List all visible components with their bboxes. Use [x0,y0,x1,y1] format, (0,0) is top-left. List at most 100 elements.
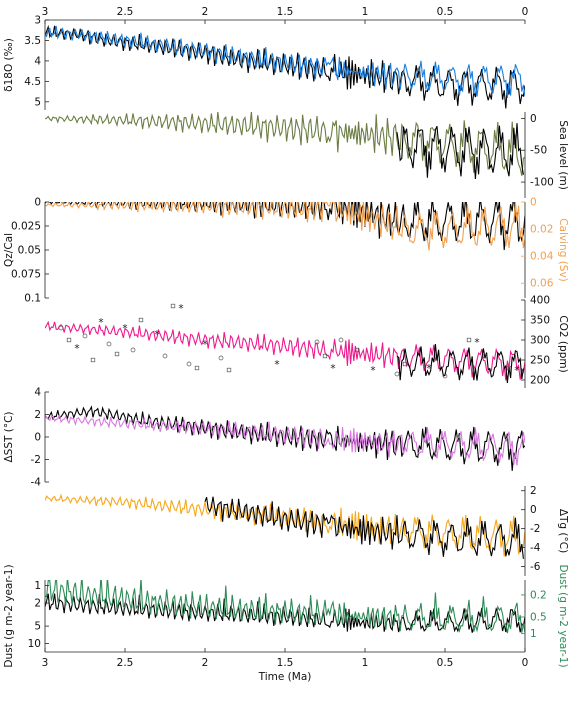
co2-marker: * [370,365,375,377]
x-tick-label: 2.5 [117,657,134,669]
co2-marker [106,341,112,347]
qzcal-ylabel-right: Calving (Sv) [557,218,569,282]
sst-y-tick-label: -2 [31,454,41,466]
co2-marker: * [74,343,79,355]
co2-marker [482,353,488,359]
sst-ylabel: ΔSST (°C) [3,411,15,462]
qzcal-series-black [45,202,525,251]
d18o-ylabel: δ18O (‰) [3,38,15,92]
tg-y-tick-label: 0 [530,504,537,516]
x-tick-label: 2 [202,657,209,669]
co2-marker: * [122,323,127,335]
dust-y-tick-label: 10 [28,638,41,650]
tg-y-tick-label: -6 [530,561,541,573]
co2-series-black [396,343,524,383]
co2-marker: * [154,329,159,341]
sst-series-black [45,405,525,471]
co2-marker [354,347,360,353]
qzcal-y2-tick-label: 0.02 [530,224,553,236]
co2-marker [162,353,168,359]
qzcal-y2-tick-label: 0 [530,197,537,209]
d18o-y-tick-label: 5 [34,96,41,108]
x-tick-label: 1 [362,657,369,669]
co2-y-tick-label: 400 [530,295,550,307]
co2-y-tick-label: 200 [530,375,550,387]
x-tick-label: 0 [522,6,529,18]
co2-y-tick-label: 250 [530,355,550,367]
co2-marker [218,355,224,361]
sealevel-y-tick-label: -100 [530,177,554,189]
d18o-series-blue [45,25,525,98]
x-tick-label: 1 [362,6,369,18]
co2-marker [194,365,200,371]
qzcal-series-orange [45,202,525,251]
co2-marker [394,371,400,377]
sealevel-y-tick-label: 0 [530,113,537,125]
co2-y-tick-label: 300 [530,335,550,347]
d18o-y-tick-label: 3.5 [24,35,41,47]
co2-marker [90,357,96,363]
dust-ylabel: Dust (g m-2 year-1) [3,564,15,667]
qzcal-y2-tick-label: 0.04 [530,251,554,263]
co2-marker [506,365,512,371]
qzcal-y-tick-label: 0.1 [24,293,41,305]
d18o-y-tick-label: 4 [34,55,41,67]
sealevel-y-tick-label: -50 [530,145,547,157]
co2-marker [130,347,136,353]
x-tick-label: 1.5 [277,657,294,669]
co2-marker [58,325,64,331]
co2-y-tick-label: 350 [530,315,550,327]
co2-marker [322,353,328,359]
co2-marker [66,337,72,343]
co2-marker: * [178,303,183,315]
dust-y-tick-label: 2 [34,598,41,610]
co2-marker: * [98,317,103,329]
co2-ylabel-right: CO2 (ppm) [557,315,569,372]
co2-marker [466,337,472,343]
sst-y-tick-label: 4 [34,387,41,399]
dust-y-tick-label: 5 [34,621,41,633]
co2-marker [138,317,144,323]
co2-marker: * [202,339,207,351]
dust-ylabel-right: Dust (g m-2 year-1) [557,564,569,667]
dust-series-green [45,580,525,634]
tg-series-black [204,496,524,559]
qzcal-y-tick-label: 0.05 [18,245,41,257]
co2-marker [186,361,192,367]
co2-marker: * [426,363,431,375]
co2-marker [442,373,448,379]
sst-y-tick-label: 2 [34,409,41,421]
dust-y2-tick-label: 1 [530,628,537,640]
x-axis-label: Time (Ma) [258,671,312,683]
co2-marker [170,303,176,309]
co2-marker: * [274,359,279,371]
co2-series-pink [45,320,525,381]
co2-marker [402,361,408,367]
qzcal-ylabel: Qz/Cal [3,233,15,267]
x-tick-label: 2.5 [117,6,134,18]
d18o-y-tick-label: 4.5 [24,76,41,88]
qzcal-y-tick-label: 0 [34,197,41,209]
sst-y-tick-label: 0 [34,432,41,444]
dust-y2-tick-label: 0.2 [530,589,547,601]
tg-y-tick-label: 2 [530,485,537,497]
sealevel-ylabel-right: Sea level (m) [557,120,569,190]
co2-marker [338,337,344,343]
tg-ylabel-right: ΔTg (°C) [557,509,569,553]
dust-series-black [45,593,525,633]
co2-marker: * [514,365,519,377]
tg-y-tick-label: -2 [530,523,540,535]
sst-series-violet [45,413,525,466]
x-tick-label: 0 [522,657,529,669]
sealevel-series-olive [45,112,525,176]
sst-y-tick-label: -4 [31,477,42,489]
d18o-series-black [45,24,525,109]
x-tick-label: 3 [42,657,49,669]
co2-marker: * [330,363,335,375]
x-tick-label: 0.5 [437,657,454,669]
qzcal-y-tick-label: 0.075 [11,269,41,281]
d18o-y-tick-label: 3 [34,15,41,27]
x-tick-label: 0.5 [437,6,454,18]
sealevel-series-black [396,123,524,180]
